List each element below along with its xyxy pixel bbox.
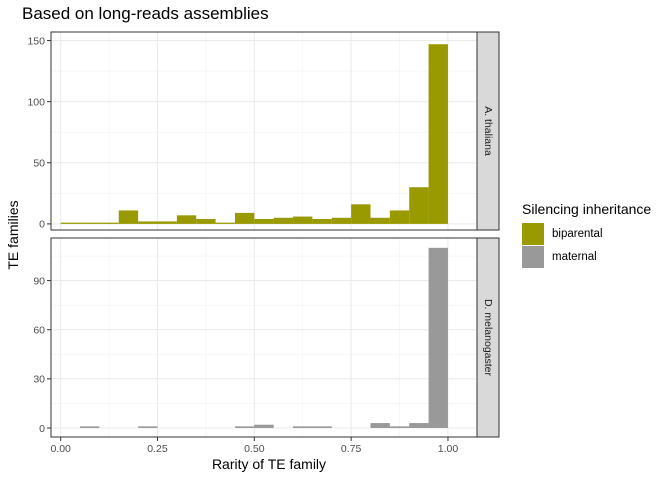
histogram-bar-maternal <box>80 426 100 428</box>
histogram-bar-biparental <box>331 217 352 224</box>
x-tick-label: 1.00 <box>438 443 459 455</box>
legend-label-maternal: maternal <box>552 251 597 263</box>
histogram-bar-maternal <box>293 426 313 428</box>
y-axis-label: TE families <box>5 200 21 270</box>
y-tick-label: 0 <box>39 423 45 435</box>
histogram-bar-biparental <box>118 210 139 224</box>
histogram-bar-biparental <box>370 217 390 224</box>
histogram-bar-biparental <box>273 217 294 224</box>
histogram-bar-biparental <box>138 221 158 224</box>
histogram-bar-maternal <box>428 247 448 428</box>
facet-strip-label-biparental: A. thaliana <box>482 106 494 156</box>
histogram-bar-biparental <box>99 222 119 224</box>
histogram-bar-biparental <box>80 222 100 224</box>
histogram-bar-biparental <box>196 219 216 224</box>
facet-strip-label-maternal: D. melanogaster <box>482 299 494 377</box>
y-tick-label: 90 <box>33 275 45 287</box>
x-tick-label: 0.75 <box>341 443 362 455</box>
histogram-bar-biparental <box>409 187 429 224</box>
y-tick-label: 60 <box>33 325 45 337</box>
x-axis-label: Rarity of TE family <box>211 456 327 472</box>
histogram-bar-maternal <box>312 426 332 428</box>
legend-title: Silencing inheritance <box>522 201 652 217</box>
histogram-bar-biparental <box>351 204 371 224</box>
facet-strip-biparental <box>476 31 500 231</box>
legend-item-maternal: maternal <box>522 246 597 268</box>
histogram-bar-maternal <box>389 426 410 428</box>
chart-title: Based on long-reads assemblies <box>22 4 269 23</box>
panel-background-biparental <box>51 32 477 230</box>
histogram-bar-biparental <box>60 222 81 224</box>
histogram-bar-biparental <box>176 215 197 224</box>
x-tick-label: 0.00 <box>50 443 71 455</box>
histogram-bar-biparental <box>312 219 332 224</box>
y-tick-label: 0 <box>39 219 45 231</box>
y-tick-label: 50 <box>33 158 45 170</box>
histogram-bar-biparental <box>157 221 177 224</box>
histogram-bar-biparental <box>293 216 313 224</box>
histogram-bar-biparental <box>234 212 255 224</box>
legend-label-biparental: biparental <box>552 228 603 240</box>
histogram-bar-maternal <box>254 424 274 428</box>
histogram-bar-biparental <box>389 210 410 224</box>
y-tick-label: 150 <box>27 35 45 47</box>
y-tick-label: 100 <box>27 96 45 108</box>
histogram-bar-maternal <box>409 423 429 428</box>
legend-key-biparental <box>522 223 544 245</box>
histogram-bar-maternal <box>370 423 390 428</box>
histogram-bar-maternal <box>234 426 255 428</box>
x-tick-label: 0.50 <box>244 443 265 455</box>
panel-background-maternal <box>51 238 477 437</box>
y-tick-label: 30 <box>33 374 45 386</box>
histogram-bar-biparental <box>215 222 235 224</box>
histogram-bar-maternal <box>138 426 158 428</box>
legend-item-biparental: biparental <box>522 223 603 245</box>
histogram-bar-biparental <box>254 219 274 224</box>
histogram-bar-biparental <box>428 44 448 224</box>
facet-strip-maternal <box>476 237 500 438</box>
legend-key-maternal <box>522 246 544 268</box>
x-tick-label: 0.25 <box>147 443 168 455</box>
